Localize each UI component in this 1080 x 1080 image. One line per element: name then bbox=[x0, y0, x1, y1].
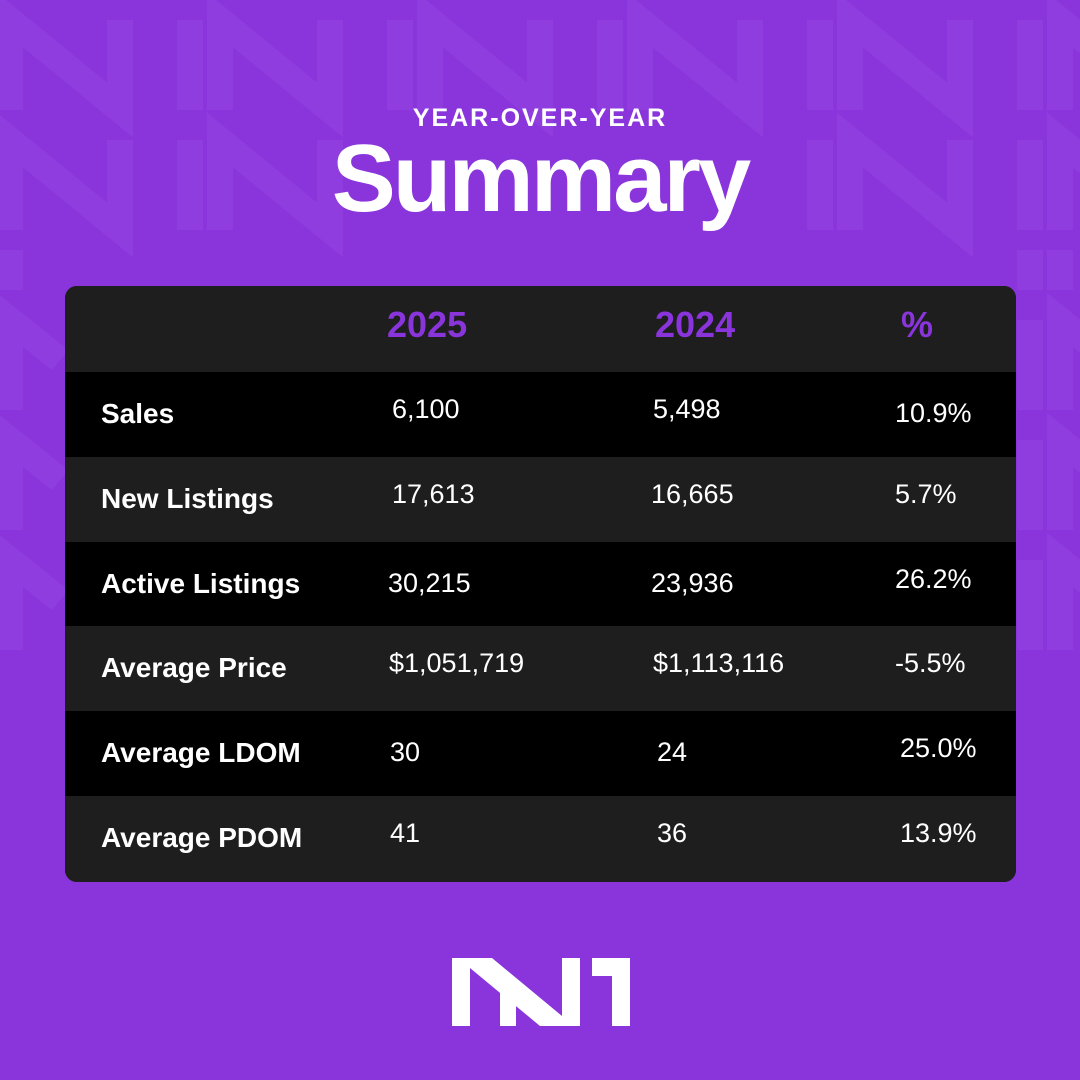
value-2025: 30 bbox=[390, 737, 421, 767]
table-row: Active Listings 30,215 23,936 26.2% bbox=[65, 542, 1016, 627]
column-header-percent: % bbox=[901, 304, 934, 345]
value-percent: 5.7% bbox=[895, 479, 957, 509]
table-row: Average PDOM 41 36 13.9% bbox=[65, 796, 1016, 882]
table-row: Sales 6,100 5,498 10.9% bbox=[65, 372, 1016, 457]
row-label: Active Listings bbox=[101, 568, 301, 599]
value-2024: 24 bbox=[657, 737, 688, 767]
table-header-row: 2025 2024 % bbox=[65, 286, 1016, 372]
row-label: Sales bbox=[101, 398, 175, 429]
nn-logo-icon bbox=[452, 958, 630, 1026]
value-2024: $1,113,116 bbox=[653, 648, 785, 678]
value-2025: 6,100 bbox=[392, 394, 460, 424]
table-row: Average LDOM 30 24 25.0% bbox=[65, 711, 1016, 796]
column-header-2025: 2025 bbox=[387, 304, 468, 345]
row-label: New Listings bbox=[101, 483, 274, 514]
row-label: Average Price bbox=[101, 652, 287, 683]
row-label: Average PDOM bbox=[101, 822, 303, 853]
table-row: Average Price $1,051,719 $1,113,116 -5.5… bbox=[65, 626, 1016, 711]
summary-table: 2025 2024 % Sales 6,100 5,498 10.9% New … bbox=[65, 286, 1016, 882]
value-2025: $1,051,719 bbox=[389, 648, 525, 678]
table-row: New Listings 17,613 16,665 5.7% bbox=[65, 457, 1016, 542]
value-2024: 23,936 bbox=[651, 568, 734, 598]
value-percent: -5.5% bbox=[895, 648, 966, 678]
value-2024: 16,665 bbox=[651, 479, 734, 509]
row-label: Average LDOM bbox=[101, 737, 301, 768]
value-2025: 17,613 bbox=[392, 479, 475, 509]
column-header-2024: 2024 bbox=[655, 304, 736, 345]
value-2025: 41 bbox=[390, 818, 421, 848]
value-percent: 10.9% bbox=[895, 398, 972, 428]
value-2024: 5,498 bbox=[653, 394, 721, 424]
value-percent: 26.2% bbox=[895, 564, 972, 594]
kicker-text: YEAR-OVER-YEAR bbox=[412, 104, 668, 132]
value-2024: 36 bbox=[657, 818, 688, 848]
value-2025: 30,215 bbox=[388, 568, 471, 598]
value-percent: 25.0% bbox=[900, 733, 977, 763]
value-percent: 13.9% bbox=[900, 818, 977, 848]
page-title: Summary bbox=[331, 125, 752, 232]
